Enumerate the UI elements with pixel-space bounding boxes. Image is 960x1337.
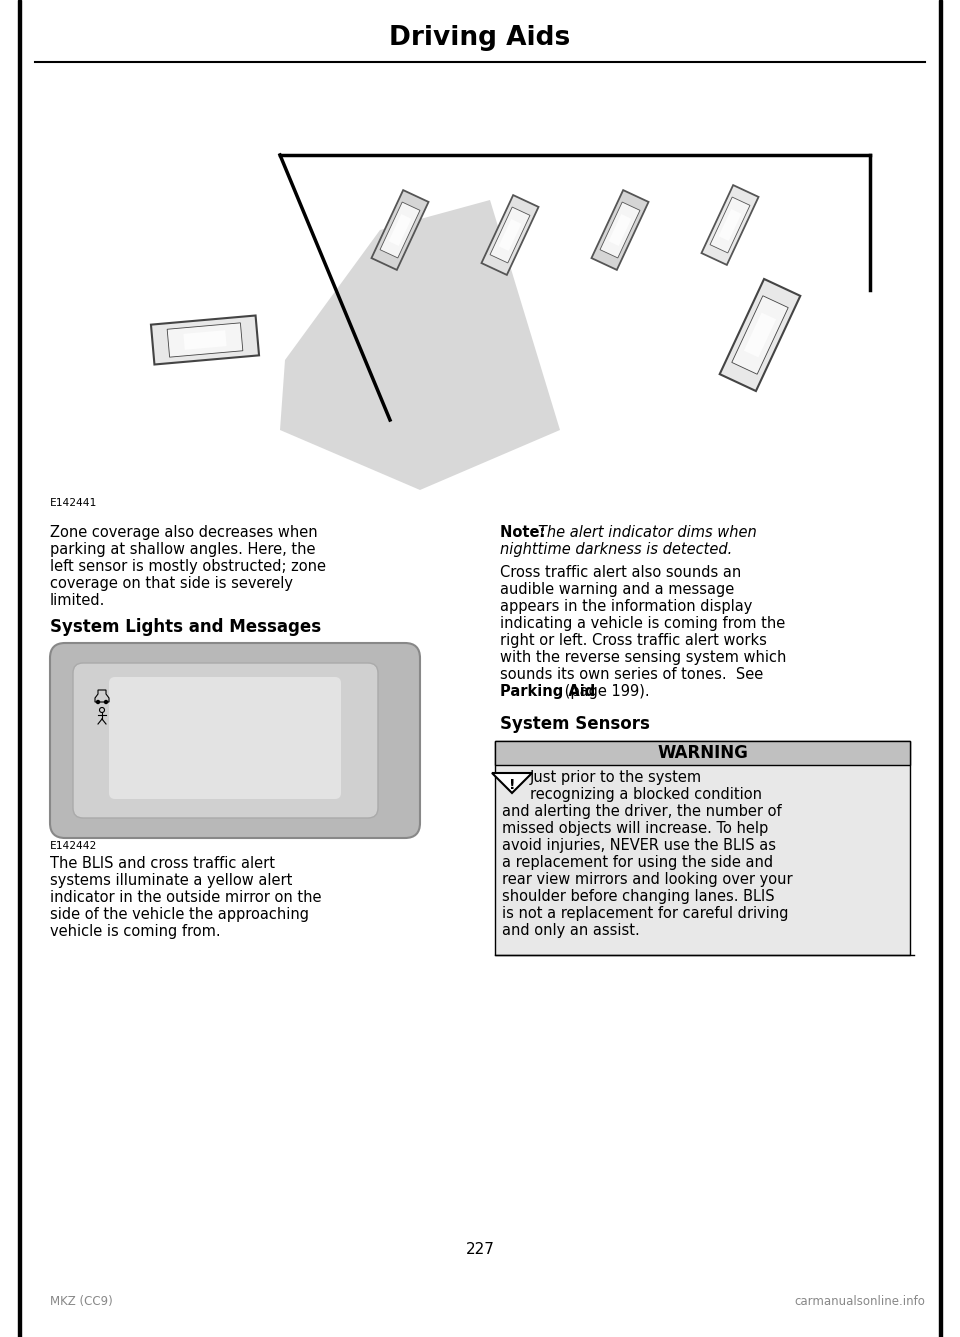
Text: sounds its own series of tones.  See: sounds its own series of tones. See — [500, 667, 763, 682]
Text: WARNING: WARNING — [657, 743, 748, 762]
Circle shape — [97, 701, 100, 703]
Text: with the reverse sensing system which: with the reverse sensing system which — [500, 650, 786, 664]
Text: vehicle is coming from.: vehicle is coming from. — [50, 924, 221, 939]
Text: !: ! — [509, 778, 516, 792]
Text: shoulder before changing lanes. BLIS: shoulder before changing lanes. BLIS — [502, 889, 775, 904]
Text: E142442: E142442 — [50, 841, 97, 850]
Text: side of the vehicle the approaching: side of the vehicle the approaching — [50, 906, 309, 923]
Bar — [495, 741, 910, 765]
FancyBboxPatch shape — [50, 643, 420, 838]
Text: recognizing a blocked condition: recognizing a blocked condition — [530, 787, 762, 802]
Text: avoid injuries, NEVER use the BLIS as: avoid injuries, NEVER use the BLIS as — [502, 838, 776, 853]
Text: The alert indicator dims when: The alert indicator dims when — [538, 525, 756, 540]
Text: rear view mirrors and looking over your: rear view mirrors and looking over your — [502, 872, 793, 886]
Text: Note:: Note: — [500, 525, 550, 540]
Polygon shape — [732, 295, 788, 374]
Text: systems illuminate a yellow alert: systems illuminate a yellow alert — [50, 873, 293, 888]
Polygon shape — [609, 214, 632, 246]
Polygon shape — [492, 773, 532, 793]
Polygon shape — [744, 313, 776, 357]
Polygon shape — [389, 214, 412, 246]
Polygon shape — [380, 202, 420, 258]
Polygon shape — [490, 207, 530, 263]
Text: right or left. Cross traffic alert works: right or left. Cross traffic alert works — [500, 632, 767, 648]
FancyBboxPatch shape — [73, 663, 378, 818]
Text: (page 199).: (page 199). — [560, 685, 650, 699]
Polygon shape — [498, 219, 521, 251]
Polygon shape — [720, 279, 801, 390]
Text: Parking Aid: Parking Aid — [500, 685, 595, 699]
Polygon shape — [482, 195, 539, 275]
Text: Cross traffic alert also sounds an: Cross traffic alert also sounds an — [500, 566, 741, 580]
Polygon shape — [151, 316, 259, 365]
Text: audible warning and a message: audible warning and a message — [500, 582, 734, 598]
Text: carmanualsonline.info: carmanualsonline.info — [794, 1296, 925, 1308]
Bar — [939, 0, 942, 1337]
Text: missed objects will increase. To help: missed objects will increase. To help — [502, 821, 768, 836]
Polygon shape — [702, 185, 758, 265]
Polygon shape — [280, 201, 560, 489]
Text: System Sensors: System Sensors — [500, 715, 650, 733]
Text: indicating a vehicle is coming from the: indicating a vehicle is coming from the — [500, 616, 785, 631]
Text: appears in the information display: appears in the information display — [500, 599, 753, 614]
Text: parking at shallow angles. Here, the: parking at shallow angles. Here, the — [50, 541, 316, 558]
Text: a replacement for using the side and: a replacement for using the side and — [502, 854, 773, 870]
Text: Zone coverage also decreases when: Zone coverage also decreases when — [50, 525, 318, 540]
Polygon shape — [167, 322, 243, 357]
Polygon shape — [591, 190, 649, 270]
Text: left sensor is mostly obstructed; zone: left sensor is mostly obstructed; zone — [50, 559, 326, 574]
Polygon shape — [719, 209, 741, 241]
Polygon shape — [710, 197, 750, 253]
Polygon shape — [183, 330, 227, 350]
Polygon shape — [372, 190, 428, 270]
Text: coverage on that side is severely: coverage on that side is severely — [50, 576, 293, 591]
Circle shape — [105, 701, 108, 703]
Bar — [495, 741, 910, 955]
Polygon shape — [600, 202, 640, 258]
Text: Driving Aids: Driving Aids — [390, 25, 570, 51]
Text: is not a replacement for careful driving: is not a replacement for careful driving — [502, 906, 788, 921]
Text: limited.: limited. — [50, 594, 106, 608]
Text: Just prior to the system: Just prior to the system — [530, 770, 702, 785]
Bar — [18, 0, 21, 1337]
Text: MKZ (CC9): MKZ (CC9) — [50, 1296, 112, 1308]
Text: E142441: E142441 — [50, 497, 97, 508]
FancyBboxPatch shape — [109, 677, 341, 800]
Text: 227: 227 — [466, 1242, 494, 1258]
Text: The BLIS and cross traffic alert: The BLIS and cross traffic alert — [50, 856, 275, 870]
Text: and alerting the driver, the number of: and alerting the driver, the number of — [502, 804, 781, 820]
Text: System Lights and Messages: System Lights and Messages — [50, 618, 322, 636]
Text: nighttime darkness is detected.: nighttime darkness is detected. — [500, 541, 732, 558]
Text: and only an assist.: and only an assist. — [502, 923, 639, 939]
Text: indicator in the outside mirror on the: indicator in the outside mirror on the — [50, 890, 322, 905]
